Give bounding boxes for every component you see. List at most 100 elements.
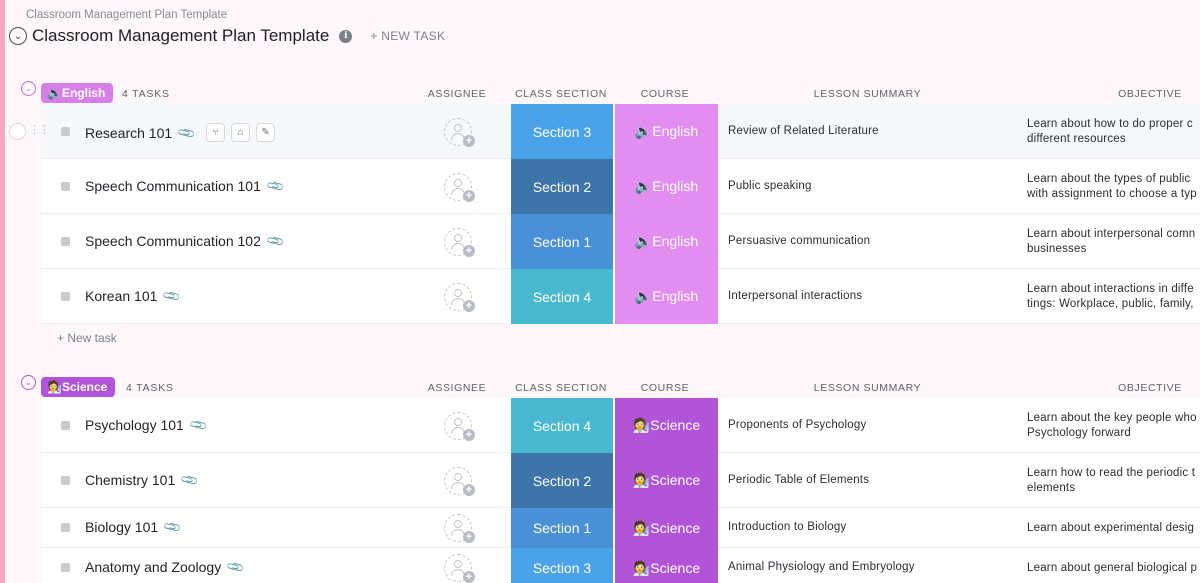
task-name[interactable]: Psychology 101 📎 [85,414,209,436]
new-task-button[interactable]: + NEW TASK [370,29,446,43]
course-cell[interactable]: 🔈English [615,104,718,159]
group-label[interactable]: 🧑‍🔬Science [41,377,116,397]
attachment-icon[interactable]: 📎 [265,230,286,252]
status-icon[interactable] [61,237,70,246]
assignee-add-icon[interactable]: + [444,467,475,496]
task-name[interactable]: Speech Communication 101 📎 [85,175,286,197]
status-icon[interactable] [61,476,70,485]
group-collapse-icon[interactable]: ⌄ [21,81,36,96]
objective[interactable]: Learn about general biological p [1027,561,1200,576]
assignee-add-icon[interactable]: + [444,118,475,147]
status-icon[interactable] [61,182,70,191]
task-name-text[interactable]: Speech Communication 101 [85,178,261,194]
column-header-assignee[interactable]: ASSIGNEE [427,88,487,100]
task-name-text[interactable]: Biology 101 [85,519,159,535]
attachment-icon[interactable]: 📎 [188,414,209,436]
attachment-icon[interactable]: 📎 [176,122,197,143]
table-row[interactable]: Speech Communication 102 📎 + Section 1 🔈… [41,214,1200,269]
class-section-cell[interactable]: Section 2 [511,159,614,214]
attachment-icon[interactable]: 📎 [162,516,183,538]
select-checkbox[interactable] [9,123,26,140]
course-cell[interactable]: 🧑‍🔬Science [615,548,718,583]
assignee-add-icon[interactable]: + [444,173,475,202]
status-icon[interactable] [61,292,70,301]
lesson-summary[interactable]: Proponents of Psychology [728,419,867,431]
task-name[interactable]: Speech Communication 102 📎 [85,230,286,252]
task-name[interactable]: Anatomy and Zoology 📎 [85,556,246,578]
lesson-summary[interactable]: Introduction to Biology [728,521,847,533]
assignee-add-icon[interactable]: + [444,228,475,257]
lesson-summary[interactable]: Review of Related Literature [728,125,879,137]
task-name-text[interactable]: Psychology 101 [85,417,184,433]
column-header-class-section[interactable]: CLASS SECTION [515,382,607,394]
course-cell[interactable]: 🧑‍🔬Science [615,398,718,453]
objective[interactable]: Learn about experimental desig [1027,521,1200,536]
assignee-add-icon[interactable]: + [444,412,475,441]
info-icon[interactable]: i [339,29,353,43]
collapse-list-icon[interactable]: ⌄ [9,27,27,45]
column-header-class-section[interactable]: CLASS SECTION [515,88,607,100]
task-name-text[interactable]: Chemistry 101 [85,472,176,488]
lesson-summary[interactable]: Animal Physiology and Embryology [728,561,915,573]
attachment-icon[interactable]: 📎 [265,175,286,197]
table-row[interactable]: ⋮⋮ Research 101 📎 ⑂ ⌂ ✎ + Section 3 🔈Eng… [9,104,1200,159]
task-name-text[interactable]: Speech Communication 102 [85,233,261,249]
assignee-add-icon[interactable]: + [444,514,475,543]
table-row[interactable]: Psychology 101 📎 + Section 4 🧑‍🔬Science … [41,398,1200,453]
class-section-cell[interactable]: Section 1 [511,508,614,548]
objective[interactable]: Learn about interpersonal comn businesses [1027,227,1200,257]
objective[interactable]: Learn about the types of public with assi… [1027,172,1200,202]
status-icon[interactable] [61,563,70,572]
course-cell[interactable]: 🧑‍🔬Science [615,453,718,508]
column-header-objective[interactable]: OBJECTIVE [1118,88,1182,100]
objective[interactable]: Learn about interactions in diffe tings: … [1027,282,1200,312]
table-row[interactable]: Korean 101 📎 + Section 4 🔈English Interp… [41,269,1200,324]
task-name[interactable]: Research 101 📎 ⑂ ⌂ ✎ [85,122,276,143]
objective[interactable]: Learn about the key people who Psychology… [1027,411,1200,441]
drag-handle-icon[interactable]: ⋮⋮ [29,124,50,136]
task-name[interactable]: Biology 101 📎 [85,516,183,538]
tag-icon[interactable]: ⌂ [231,123,251,142]
task-name-text[interactable]: Anatomy and Zoology [85,559,222,575]
lesson-summary[interactable]: Interpersonal interactions [728,290,863,302]
table-row[interactable]: Speech Communication 101 📎 + Section 2 🔈… [41,159,1200,214]
task-name[interactable]: Chemistry 101 📎 [85,469,200,491]
table-row[interactable]: Anatomy and Zoology 📎 + Section 3 🧑‍🔬Sci… [41,548,1200,583]
column-header-course[interactable]: COURSE [640,382,690,394]
class-section-cell[interactable]: Section 1 [511,214,614,269]
lesson-summary[interactable]: Public speaking [728,180,812,192]
subtask-icon[interactable]: ⑂ [206,123,226,142]
column-header-objective[interactable]: OBJECTIVE [1118,382,1182,394]
course-cell[interactable]: 🧑‍🔬Science [615,508,718,548]
group-collapse-icon[interactable]: ⌄ [21,375,36,390]
assignee-add-icon[interactable]: + [444,283,475,312]
objective[interactable]: Learn about how to do proper c different … [1027,117,1200,147]
course-cell[interactable]: 🔈English [615,214,718,269]
attachment-icon[interactable]: 📎 [161,285,183,307]
task-name-text[interactable]: Korean 101 [85,288,158,304]
class-section-cell[interactable]: Section 2 [511,453,614,508]
attachment-icon[interactable]: 📎 [179,469,200,491]
attachment-icon[interactable]: 📎 [225,556,246,578]
group-label[interactable]: 🔈English [41,83,114,103]
class-section-cell[interactable]: Section 4 [511,398,614,453]
course-cell[interactable]: 🔈English [615,159,718,214]
class-section-cell[interactable]: Section 3 [511,104,614,159]
class-section-cell[interactable]: Section 4 [511,269,614,324]
breadcrumb[interactable]: Classroom Management Plan Template [26,9,228,21]
status-icon[interactable] [61,127,70,136]
column-header-lesson-summary[interactable]: LESSON SUMMARY [813,382,922,394]
objective[interactable]: Learn how to read the periodic t elements [1027,466,1200,496]
class-section-cell[interactable]: Section 3 [511,548,614,583]
assignee-add-icon[interactable]: + [444,554,475,583]
table-row[interactable]: Chemistry 101 📎 + Section 2 🧑‍🔬Science P… [41,453,1200,508]
status-icon[interactable] [61,523,70,532]
course-cell[interactable]: 🔈English [615,269,718,324]
task-name[interactable]: Korean 101 📎 [85,285,183,307]
lesson-summary[interactable]: Persuasive communication [728,235,871,247]
column-header-lesson-summary[interactable]: LESSON SUMMARY [813,88,922,100]
status-icon[interactable] [61,421,70,430]
edit-icon[interactable]: ✎ [256,123,276,142]
column-header-assignee[interactable]: ASSIGNEE [427,382,487,394]
column-header-course[interactable]: COURSE [640,88,690,100]
